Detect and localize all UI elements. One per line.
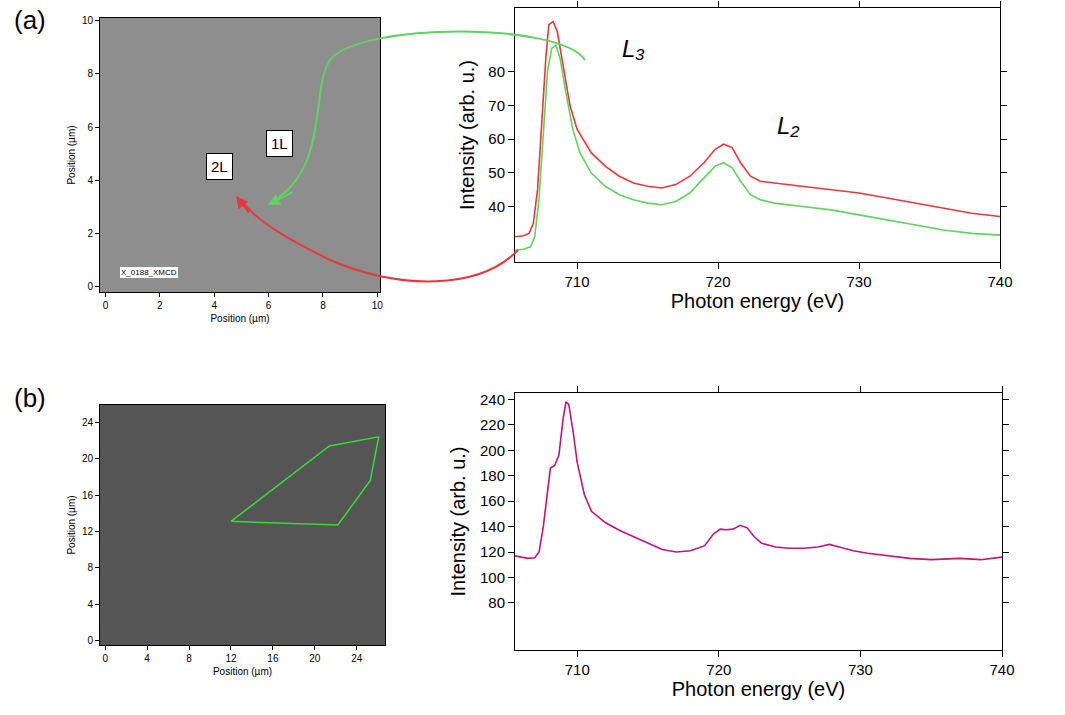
svg-text:1L: 1L: [271, 135, 288, 152]
svg-text:10: 10: [82, 15, 94, 26]
svg-text:Intensity (arb. u.): Intensity (arb. u.): [456, 60, 478, 210]
svg-text:X_0188_XMCD: X_0188_XMCD: [121, 268, 177, 277]
svg-text:730: 730: [846, 273, 871, 290]
svg-text:24: 24: [351, 653, 363, 664]
svg-text:740: 740: [987, 273, 1012, 290]
svg-text:24: 24: [82, 417, 94, 428]
svg-text:8: 8: [87, 68, 93, 79]
svg-text:0: 0: [87, 635, 93, 646]
svg-text:8: 8: [87, 562, 93, 573]
svg-text:L₃: L₃: [622, 35, 645, 62]
svg-text:8: 8: [186, 653, 192, 664]
svg-text:4: 4: [87, 599, 93, 610]
svg-text:80: 80: [488, 63, 505, 80]
svg-text:Photon energy (eV): Photon energy (eV): [672, 678, 845, 700]
svg-text:710: 710: [565, 273, 590, 290]
svg-text:70: 70: [488, 97, 505, 114]
svg-text:0: 0: [102, 653, 108, 664]
svg-text:2: 2: [87, 228, 93, 239]
svg-text:16: 16: [82, 490, 94, 501]
svg-text:20: 20: [82, 453, 94, 464]
svg-text:12: 12: [82, 526, 94, 537]
svg-text:220: 220: [480, 416, 505, 433]
svg-text:2L: 2L: [211, 158, 228, 175]
svg-text:60: 60: [488, 130, 505, 147]
svg-text:4: 4: [211, 300, 217, 311]
svg-text:Position (µm): Position (µm): [66, 125, 77, 184]
svg-text:240: 240: [480, 391, 505, 408]
svg-text:20: 20: [309, 653, 321, 664]
svg-text:160: 160: [480, 492, 505, 509]
svg-text:Position (µm): Position (µm): [210, 313, 269, 324]
svg-text:4: 4: [144, 653, 150, 664]
svg-text:0: 0: [103, 300, 109, 311]
svg-text:Position (µm): Position (µm): [213, 666, 272, 677]
svg-text:50: 50: [488, 164, 505, 181]
svg-text:740: 740: [989, 661, 1014, 678]
svg-text:6: 6: [266, 300, 272, 311]
svg-text:100: 100: [480, 569, 505, 586]
svg-text:140: 140: [480, 518, 505, 535]
svg-text:12: 12: [225, 653, 237, 664]
svg-text:4: 4: [87, 175, 93, 186]
svg-text:8: 8: [320, 300, 326, 311]
svg-text:2: 2: [157, 300, 163, 311]
svg-text:710: 710: [565, 661, 590, 678]
svg-text:L₂: L₂: [777, 112, 800, 139]
svg-text:40: 40: [488, 198, 505, 215]
svg-text:180: 180: [480, 467, 505, 484]
svg-text:10: 10: [372, 300, 384, 311]
svg-text:Intensity (arb. u.): Intensity (arb. u.): [447, 446, 469, 596]
svg-text:200: 200: [480, 442, 505, 459]
svg-text:80: 80: [488, 594, 505, 611]
svg-text:(b): (b): [14, 383, 46, 413]
svg-text:(a): (a): [14, 5, 46, 35]
svg-text:Photon energy (eV): Photon energy (eV): [671, 290, 844, 312]
svg-text:6: 6: [87, 122, 93, 133]
svg-text:730: 730: [848, 661, 873, 678]
svg-text:0: 0: [87, 281, 93, 292]
svg-text:720: 720: [706, 661, 731, 678]
svg-text:120: 120: [480, 543, 505, 560]
svg-text:720: 720: [706, 273, 731, 290]
svg-text:Position (µm): Position (µm): [66, 495, 77, 554]
svg-text:16: 16: [267, 653, 279, 664]
